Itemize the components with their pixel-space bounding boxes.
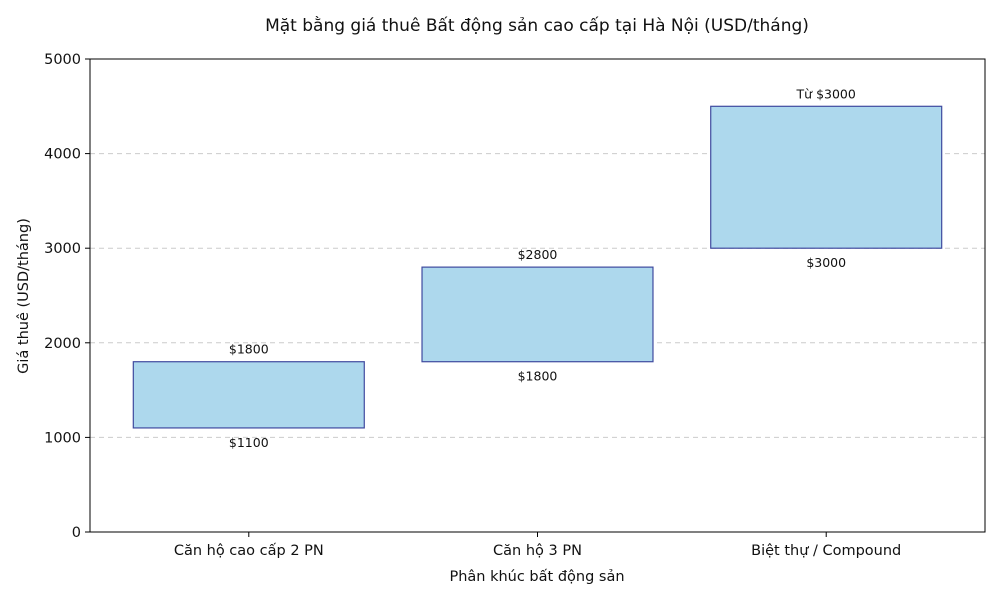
bar-low-label: $1800 (518, 369, 558, 384)
x-axis-label: Phân khúc bất động sản (449, 569, 624, 585)
bar-low-label: $1100 (229, 435, 269, 450)
y-tick-label: 0 (72, 525, 81, 541)
axes: 0 1000 2000 3000 4000 5000 Căn hộ cao cấp 2 PN… (44, 52, 986, 559)
bar (421, 266, 654, 363)
bar-high-label: Từ $3000 (796, 86, 856, 101)
y-tick-label: 5000 (44, 52, 81, 68)
y-axis-label: Giá thuê (USD/tháng) (16, 218, 32, 374)
bar-low-label: $3000 (806, 255, 846, 270)
bars (132, 105, 943, 429)
bar (132, 361, 365, 429)
y-tick-label: 1000 (44, 430, 81, 446)
y-tick-label: 2000 (44, 336, 81, 352)
bar-high-label: $1800 (229, 342, 269, 357)
x-tick-label: Căn hộ cao cấp 2 PN (174, 543, 324, 559)
bar-high-label: $2800 (518, 247, 558, 262)
y-tick-label: 3000 (44, 241, 81, 257)
y-tick-label: 4000 (44, 147, 81, 163)
x-tick-label: Căn hộ 3 PN (493, 543, 582, 559)
x-tick-label: Biệt thự / Compound (751, 543, 901, 559)
bar (710, 105, 943, 249)
data-labels: $1800 $1100 $2800 $1800 Từ $3000 $3000 (229, 86, 856, 450)
chart-title: Mặt bằng giá thuê Bất động sản cao cấp t… (265, 15, 809, 36)
